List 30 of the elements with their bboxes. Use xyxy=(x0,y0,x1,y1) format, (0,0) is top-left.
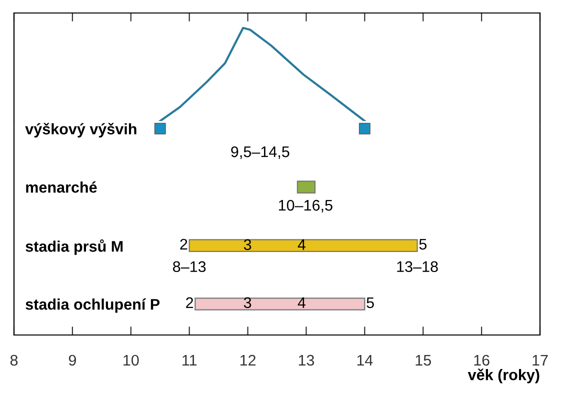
x-tick-label: 12 xyxy=(240,354,256,366)
x-tick-label: 14 xyxy=(357,355,373,366)
y-tick-label: stadia prsů M xyxy=(26,239,123,255)
annotation: 2 xyxy=(186,297,194,308)
annotation: 5 xyxy=(419,238,427,250)
bar xyxy=(188,239,418,252)
x-tick-label: 8 xyxy=(10,354,18,366)
x-tick-label: 13 xyxy=(298,354,314,366)
y-tick-label: stadia ochlupení P xyxy=(26,298,160,313)
x-axis-title: věk (roky) xyxy=(468,368,540,384)
annotation: 5 xyxy=(366,297,374,308)
y-tick-label: menarché xyxy=(26,181,97,193)
annotation: 9,5–14,5 xyxy=(231,146,290,160)
annotation: 4 xyxy=(298,297,306,308)
annotation: 2 xyxy=(180,238,188,250)
bar xyxy=(194,298,366,310)
x-tick-label: 11 xyxy=(182,355,197,366)
x-tick-label: 16 xyxy=(474,354,490,366)
x-tick-label: 10 xyxy=(124,354,139,366)
x-tick-label: 9 xyxy=(68,354,76,366)
x-tick-label: 15 xyxy=(416,355,431,366)
annotation: 4 xyxy=(298,239,306,250)
annotation: 3 xyxy=(244,297,252,308)
annotation: 13–18 xyxy=(397,261,438,272)
bar xyxy=(296,180,316,194)
y-tick-label: výškový výšvih xyxy=(25,122,136,138)
annotation: 3 xyxy=(244,239,252,250)
annotation: 8–13 xyxy=(173,261,206,272)
x-tick-label: 17 xyxy=(532,355,548,366)
annotation: 10–16,5 xyxy=(278,200,332,213)
